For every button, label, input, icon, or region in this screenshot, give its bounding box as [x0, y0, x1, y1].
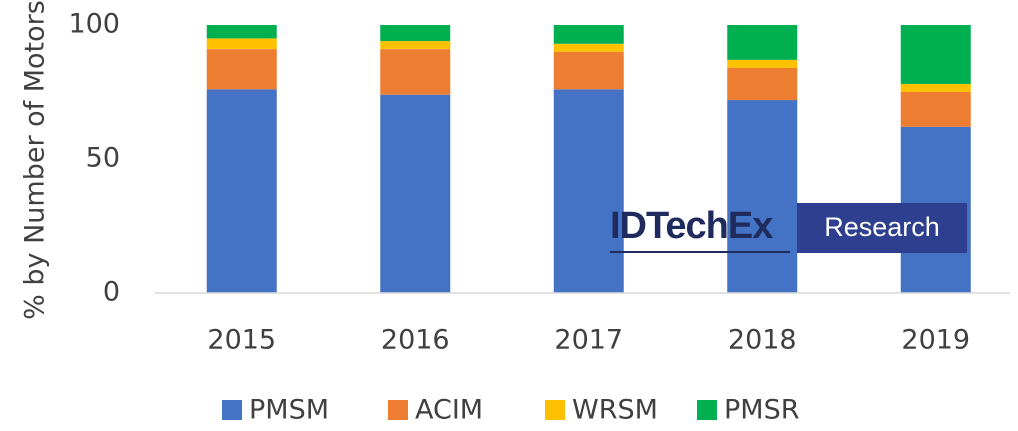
x-tick-label: 2019: [901, 325, 970, 356]
bar-segment: [380, 41, 451, 50]
watermark-brand: IDTechEx: [610, 205, 773, 247]
bar-segment: [553, 25, 624, 44]
bar-segment: [380, 49, 451, 95]
legend-label: WRSM: [572, 395, 658, 426]
bar-segment: [900, 92, 971, 127]
watermark-box: [797, 203, 967, 253]
x-tick-label: 2015: [207, 325, 276, 356]
bar-segment: [727, 67, 798, 101]
bar-segment: [206, 38, 277, 50]
bar-segment: [553, 51, 624, 90]
legend-swatch: [697, 400, 717, 420]
x-tick-label: 2018: [728, 325, 797, 356]
bar-segment: [900, 25, 971, 84]
bar-segment: [380, 25, 451, 42]
bar-segment: [206, 25, 277, 39]
bar-segment: [900, 83, 971, 92]
x-tick-label: 2016: [381, 325, 450, 356]
y-axis-label: % by Number of Motors: [20, 0, 51, 320]
y-tick-label: 100: [68, 9, 120, 40]
legend-label: PMSR: [724, 395, 799, 426]
legend-label: ACIM: [415, 395, 483, 426]
bar-segment: [553, 43, 624, 52]
legend-swatch: [545, 400, 565, 420]
legend-swatch: [222, 400, 242, 420]
bar-segment: [206, 89, 277, 293]
y-tick-label: 50: [86, 143, 120, 174]
bar-segment: [727, 100, 798, 293]
bar-segment: [727, 59, 798, 68]
bar-segment: [380, 94, 451, 294]
legend-label: PMSM: [249, 395, 329, 426]
bar-segment: [553, 89, 624, 293]
legend-swatch: [388, 400, 408, 420]
bar-segment: [206, 49, 277, 90]
x-tick-label: 2017: [554, 325, 623, 356]
watermark-label: Research: [824, 212, 940, 242]
y-tick-label: 0: [103, 277, 120, 308]
bar-segment: [727, 25, 798, 60]
